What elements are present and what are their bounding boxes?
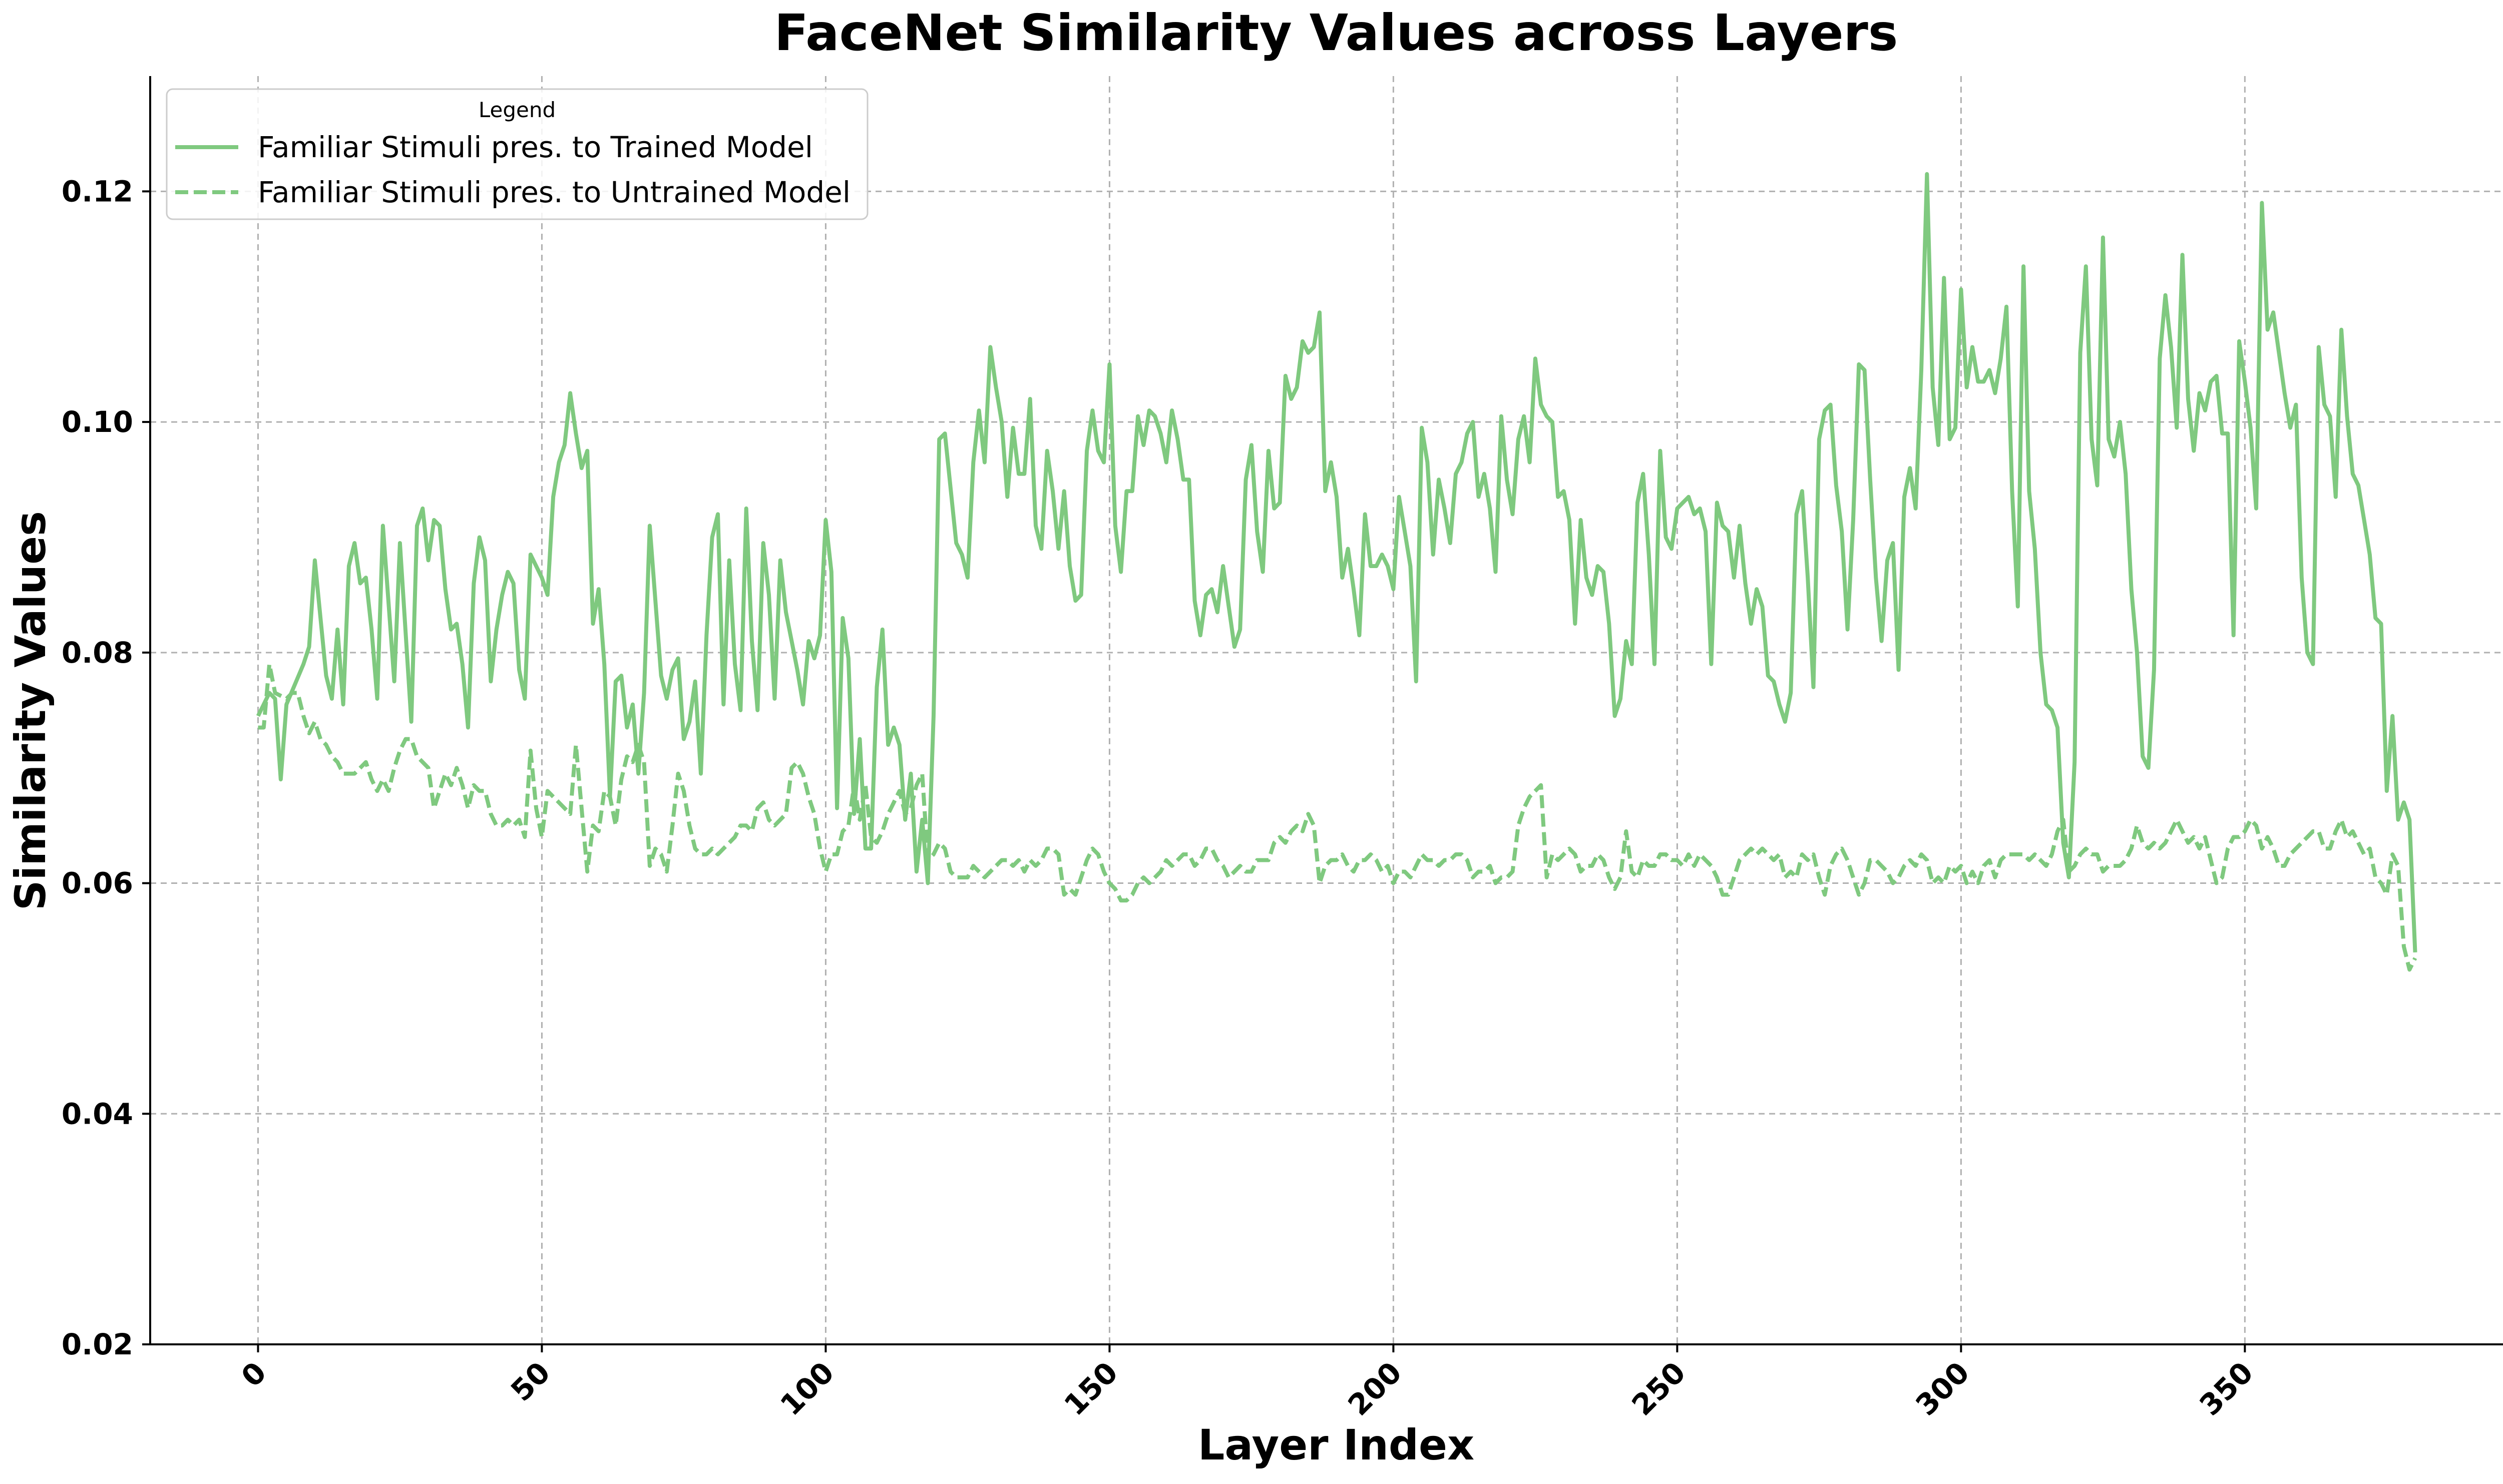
series-line-trained xyxy=(256,172,2417,952)
y-tick-label: 0.12 xyxy=(62,174,133,208)
legend-title: Legend xyxy=(479,98,556,122)
y-axis-label: Similarity Values xyxy=(6,511,55,910)
grid-lines xyxy=(150,76,2503,1344)
y-tick-label: 0.02 xyxy=(62,1327,133,1361)
legend-entry-untrained: Familiar Stimuli pres. to Untrained Mode… xyxy=(258,175,851,209)
y-tick-label: 0.06 xyxy=(62,866,133,900)
axes xyxy=(142,76,2503,1352)
legend-box xyxy=(166,88,869,220)
legend-entry-trained: Familiar Stimuli pres. to Trained Model xyxy=(258,130,813,164)
x-axis-label: Layer Index xyxy=(1198,1420,1474,1469)
series-line-untrained xyxy=(258,662,2417,972)
y-tick-label: 0.04 xyxy=(62,1097,133,1131)
series-lines xyxy=(256,172,2417,972)
chart-title: FaceNet Similarity Values across Layers xyxy=(774,4,1898,62)
legend: Legend Familiar Stimuli pres. to Trained… xyxy=(166,88,869,220)
y-tick-label: 0.10 xyxy=(62,405,133,439)
y-tick-label: 0.08 xyxy=(62,636,133,670)
